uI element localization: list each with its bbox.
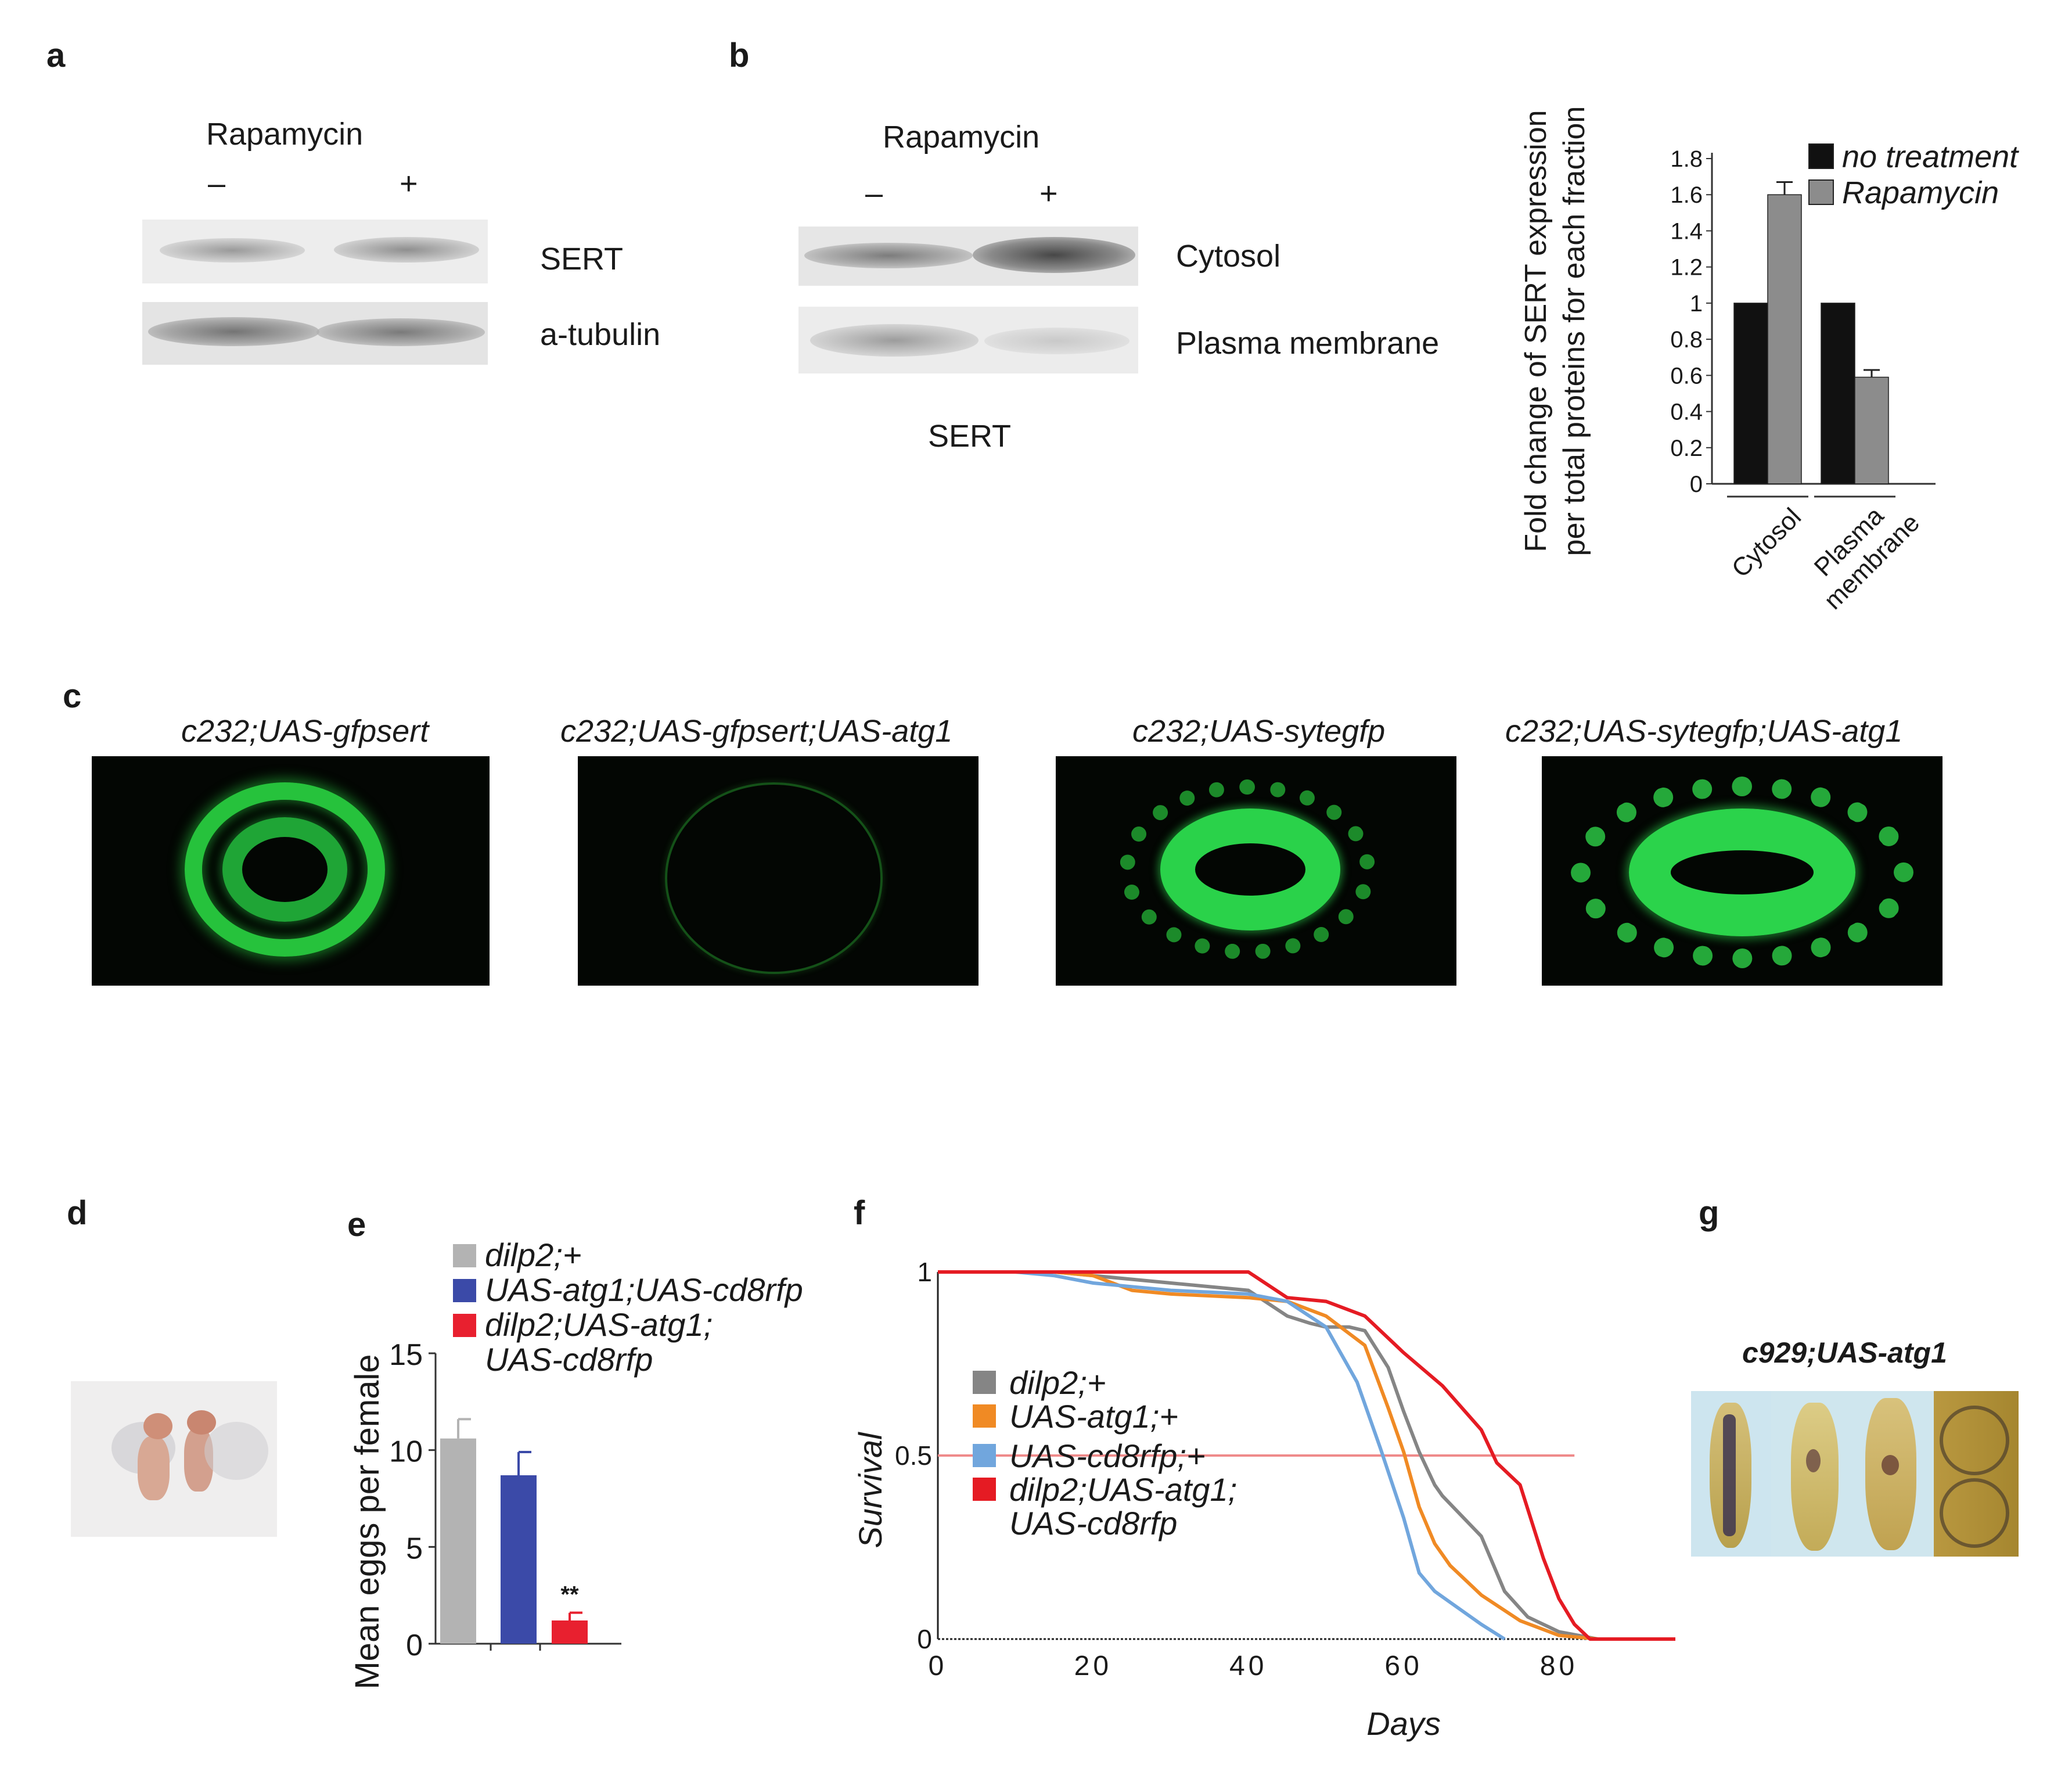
legend-label: UAS-cd8rfp;+ bbox=[1009, 1438, 1206, 1474]
legend-swatch bbox=[1808, 143, 1834, 169]
image-title-c4: c232;UAS-sytegfp;UAS-atg1 bbox=[1505, 714, 1903, 749]
x-tick-label: 20 bbox=[1074, 1651, 1112, 1681]
panel-label-f: f bbox=[854, 1194, 865, 1232]
y-tick-label: 5 bbox=[406, 1532, 423, 1565]
microscopy-image-sytegfp-atg1 bbox=[1542, 756, 1942, 986]
bar bbox=[552, 1620, 588, 1644]
panel-label-b: b bbox=[729, 37, 750, 74]
legend-swatch bbox=[453, 1279, 476, 1302]
legend-swatch bbox=[973, 1444, 996, 1467]
microscopy-image-gfpsert-atg1 bbox=[578, 756, 979, 986]
row-label-sert-a: SERT bbox=[540, 242, 624, 276]
y-axis-label: Survival bbox=[852, 1432, 888, 1548]
y-tick-label: 0.2 bbox=[1670, 436, 1703, 461]
image-title-g: c929;UAS-atg1 bbox=[1742, 1336, 1947, 1369]
microscopy-image-gfpsert bbox=[92, 756, 490, 986]
row-label-tubulin-a: a-tubulin bbox=[540, 317, 661, 352]
y-tick-label: 0.4 bbox=[1670, 400, 1703, 425]
y-tick-label: 15 bbox=[389, 1338, 423, 1372]
y-tick-label: 1.6 bbox=[1670, 182, 1703, 208]
y-tick-label: 0.5 bbox=[895, 1440, 932, 1471]
legend-label: dilp2;UAS-atg1; bbox=[485, 1306, 713, 1343]
bar bbox=[1733, 303, 1768, 484]
plus-label-b: + bbox=[1039, 176, 1058, 211]
plus-label-a: + bbox=[400, 166, 418, 201]
bar bbox=[501, 1475, 537, 1644]
bar bbox=[1854, 376, 1889, 484]
y-axis-label: Mean eggs per female bbox=[348, 1354, 386, 1689]
legend-label: dilp2;UAS-atg1; bbox=[1009, 1471, 1237, 1508]
y-axis-label-line1: Fold change of SERT expression bbox=[1519, 110, 1553, 552]
microscopy-image-sytegfp bbox=[1056, 756, 1456, 986]
legend-label: UAS-atg1;+ bbox=[1009, 1398, 1178, 1435]
row-label-cytosol-b: Cytosol bbox=[1176, 239, 1281, 274]
legend-swatch bbox=[973, 1404, 996, 1428]
legend-swatch bbox=[453, 1314, 476, 1337]
legend-label: dilp2;+ bbox=[1009, 1364, 1106, 1401]
survival-chart: 0 0.5 1 0 20 40 60 80 Days Survival dilp2;+UAS-atg… bbox=[852, 1257, 1675, 1742]
blot-caption-b: SERT bbox=[928, 419, 1012, 454]
x-tick-label: 40 bbox=[1229, 1651, 1267, 1681]
legend-swatch bbox=[453, 1244, 476, 1267]
y-tick-label: 10 bbox=[389, 1435, 423, 1469]
series-line bbox=[938, 1270, 1675, 1641]
western-blot-cytosol bbox=[798, 227, 1138, 286]
legend-label: UAS-cd8rfp bbox=[1009, 1505, 1177, 1541]
minus-label-b: – bbox=[865, 176, 883, 211]
y-tick-label: 1 bbox=[917, 1257, 932, 1287]
bar bbox=[440, 1438, 476, 1644]
legend-swatch bbox=[973, 1478, 996, 1501]
y-tick-label: 1 bbox=[1690, 291, 1703, 317]
y-tick-label: 0 bbox=[917, 1624, 932, 1654]
category-label-cytosol: Cytosol bbox=[1726, 502, 1807, 583]
y-tick-label: 0 bbox=[1690, 472, 1703, 497]
panel-label-g: g bbox=[1699, 1194, 1720, 1232]
x-tick-label: 60 bbox=[1384, 1651, 1422, 1681]
series-line bbox=[938, 1270, 1598, 1641]
bar bbox=[1767, 194, 1802, 484]
x-axis-label: Days bbox=[1366, 1705, 1441, 1742]
bar bbox=[1821, 303, 1855, 484]
minus-label-a: – bbox=[208, 166, 226, 201]
x-tick-label: 80 bbox=[1540, 1651, 1578, 1681]
legend-label: UAS-cd8rfp bbox=[485, 1341, 653, 1378]
legend-swatch bbox=[1808, 179, 1834, 205]
series-line bbox=[938, 1270, 1506, 1641]
image-title-c1: c232;UAS-gfpsert bbox=[181, 714, 429, 749]
y-tick-label: 0.6 bbox=[1670, 363, 1703, 389]
fly-photograph bbox=[71, 1381, 277, 1537]
treatment-label-b: Rapamycin bbox=[883, 120, 1040, 154]
western-blot-tubulin bbox=[142, 302, 488, 365]
panel-label-a: a bbox=[46, 37, 66, 74]
y-axis-label-line2: per total proteins for each fraction bbox=[1557, 106, 1591, 556]
sert-fold-change-chart: Fold change of SERT expression per total … bbox=[1519, 106, 2019, 615]
eggs-per-female-chart: dilp2;+UAS-atg1;UAS-cd8rfpdilp2;UAS-atg1… bbox=[348, 1237, 803, 1690]
series-line bbox=[938, 1270, 1598, 1641]
legend-label: no treatment bbox=[1842, 139, 2019, 174]
image-title-c3: c232;UAS-sytegfp bbox=[1132, 714, 1386, 749]
row-label-plasma-membrane-b: Plasma membrane bbox=[1176, 326, 1440, 361]
y-tick-label: 1.8 bbox=[1670, 146, 1703, 172]
legend-swatch bbox=[973, 1371, 996, 1394]
legend-label: dilp2;+ bbox=[485, 1237, 582, 1273]
legend-label: Rapamycin bbox=[1842, 175, 1999, 210]
treatment-label-a: Rapamycin bbox=[206, 117, 364, 152]
western-blot-sert bbox=[142, 220, 488, 283]
panel-label-d: d bbox=[67, 1194, 88, 1232]
y-tick-label: 0.8 bbox=[1670, 327, 1703, 353]
panel-label-e: e bbox=[347, 1206, 366, 1244]
image-title-c2: c232;UAS-gfpsert;UAS-atg1 bbox=[560, 714, 953, 749]
y-tick-label: 1.4 bbox=[1670, 218, 1703, 244]
significance-annotation: ** bbox=[560, 1582, 579, 1608]
x-tick-label: 0 bbox=[929, 1651, 948, 1681]
legend-label: UAS-atg1;UAS-cd8rfp bbox=[485, 1271, 803, 1308]
panel-label-c: c bbox=[63, 677, 82, 715]
y-tick-label: 0 bbox=[406, 1629, 423, 1662]
pupae-photograph bbox=[1691, 1391, 2019, 1557]
y-tick-label: 1.2 bbox=[1670, 255, 1703, 281]
western-blot-plasma-membrane bbox=[798, 307, 1138, 373]
